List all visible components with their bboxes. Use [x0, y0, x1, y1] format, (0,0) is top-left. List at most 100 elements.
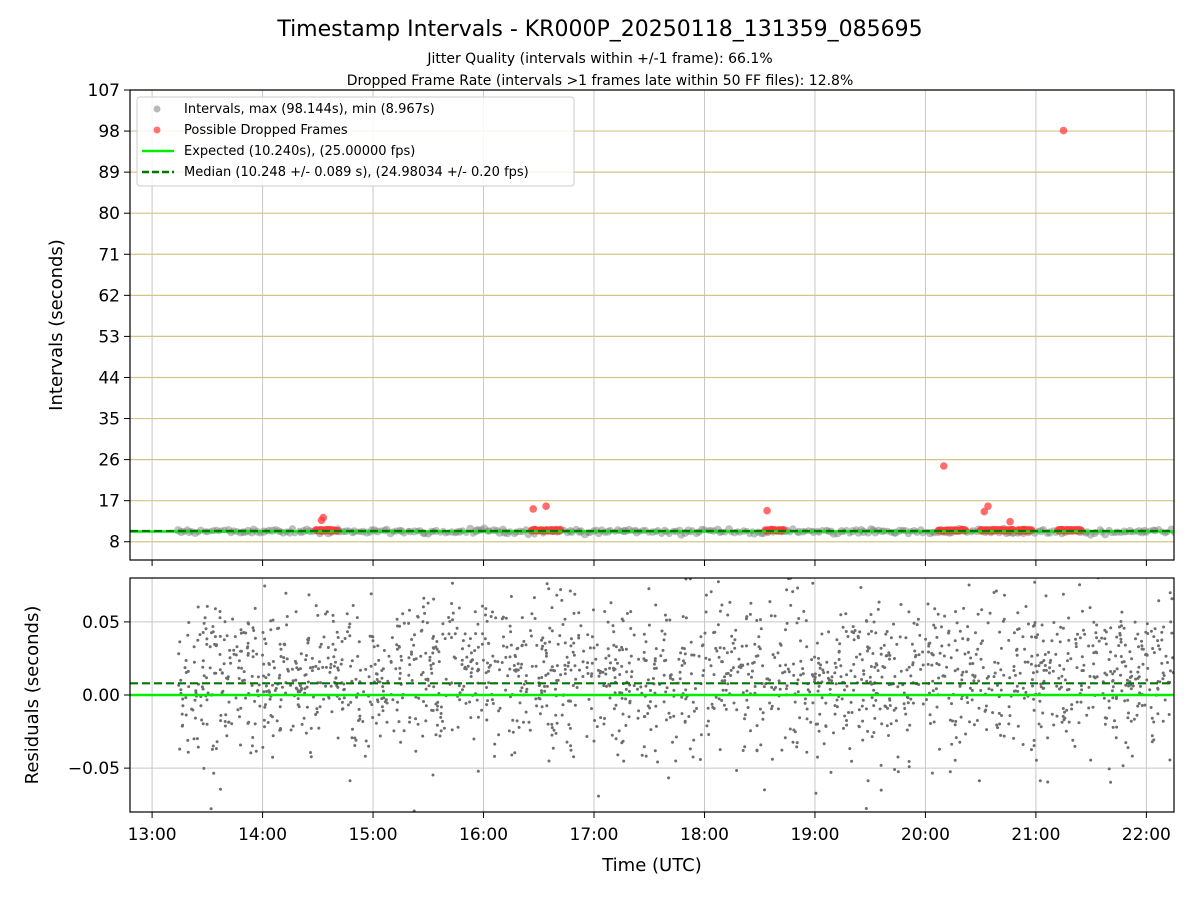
residual-point — [868, 675, 872, 679]
residual-point — [567, 699, 570, 703]
residual-point — [1119, 673, 1123, 677]
residual-point — [362, 690, 366, 694]
residual-point — [401, 612, 405, 616]
residual-point — [563, 617, 567, 621]
residual-point — [949, 656, 953, 660]
residual-point — [516, 668, 520, 672]
residual-point — [654, 724, 658, 728]
residual-point — [421, 620, 425, 624]
residual-point — [581, 675, 585, 678]
residual-point — [1037, 722, 1041, 726]
residual-point — [960, 697, 964, 701]
residual-point — [822, 671, 826, 675]
residual-point — [439, 715, 443, 719]
residual-point — [251, 736, 255, 739]
residual-point — [296, 703, 300, 707]
residual-point — [1012, 736, 1016, 740]
residual-point — [218, 634, 222, 638]
residual-point — [192, 645, 196, 649]
residual-point — [1161, 677, 1165, 681]
residual-point — [799, 659, 803, 663]
residual-point — [818, 673, 821, 677]
residual-point — [1031, 671, 1035, 675]
residual-point — [483, 637, 487, 641]
residual-point — [544, 673, 548, 677]
residual-point — [653, 657, 657, 661]
residual-point — [992, 675, 996, 679]
residual-point — [907, 665, 911, 669]
residual-point — [953, 669, 957, 673]
residual-point — [654, 704, 658, 708]
residual-point — [652, 677, 655, 680]
residual-point — [428, 655, 432, 659]
residual-point — [438, 734, 442, 738]
residual-point — [814, 791, 818, 795]
residual-point — [513, 751, 517, 755]
residual-point — [629, 675, 633, 679]
residual-point — [548, 626, 552, 630]
residual-point — [1037, 664, 1041, 668]
residual-point — [852, 662, 856, 666]
residual-point — [522, 639, 526, 643]
residual-point — [700, 644, 704, 648]
residual-point — [585, 666, 589, 669]
residual-point — [410, 652, 413, 656]
residual-point — [896, 685, 900, 689]
residual-point — [186, 750, 190, 754]
residual-point — [332, 664, 336, 668]
residual-point — [369, 664, 373, 668]
residual-point — [238, 715, 241, 719]
residual-point — [460, 658, 464, 662]
residual-point — [537, 684, 541, 688]
residual-point — [222, 662, 226, 666]
residual-point — [872, 704, 876, 708]
residual-point — [856, 634, 860, 638]
residual-point — [1119, 637, 1123, 641]
residual-point — [717, 655, 721, 659]
residual-point — [1003, 593, 1006, 597]
residual-point — [380, 676, 384, 680]
residual-point — [331, 642, 335, 646]
residual-point — [429, 663, 433, 667]
residual-point — [755, 619, 759, 622]
residual-point — [395, 643, 399, 647]
residual-point — [234, 653, 238, 657]
residual-point — [1157, 599, 1161, 603]
residual-point — [1134, 677, 1138, 681]
residual-point — [677, 657, 681, 661]
residual-point — [732, 701, 736, 705]
residual-point — [1118, 633, 1122, 637]
residual-point — [230, 722, 234, 726]
residual-point — [1058, 664, 1062, 667]
residual-point — [550, 606, 554, 610]
dropped-frame-point — [984, 502, 992, 511]
residual-point — [930, 771, 934, 775]
residual-point — [1075, 666, 1079, 670]
residual-point — [1065, 708, 1069, 712]
residual-point — [1059, 625, 1063, 629]
residual-point — [954, 736, 958, 740]
residual-point — [513, 668, 517, 672]
residual-point — [420, 628, 424, 632]
residual-point — [627, 661, 631, 665]
residual-point — [647, 587, 651, 591]
residual-point — [178, 640, 182, 644]
residual-point — [614, 658, 618, 662]
residual-point — [684, 578, 688, 581]
residual-point — [689, 640, 693, 644]
residual-point — [402, 729, 406, 733]
residual-point — [535, 704, 539, 708]
residual-point — [731, 641, 735, 645]
residual-point — [1170, 631, 1174, 635]
residual-point — [509, 643, 513, 647]
residual-point — [1105, 716, 1109, 720]
residual-point — [621, 648, 625, 652]
residual-point — [579, 624, 583, 628]
residual-point — [324, 612, 327, 616]
residual-point — [305, 685, 309, 689]
residual-point — [247, 622, 251, 626]
residual-point — [1149, 706, 1153, 709]
residual-point — [692, 738, 696, 742]
residual-point — [334, 660, 337, 664]
residual-point — [652, 667, 656, 670]
